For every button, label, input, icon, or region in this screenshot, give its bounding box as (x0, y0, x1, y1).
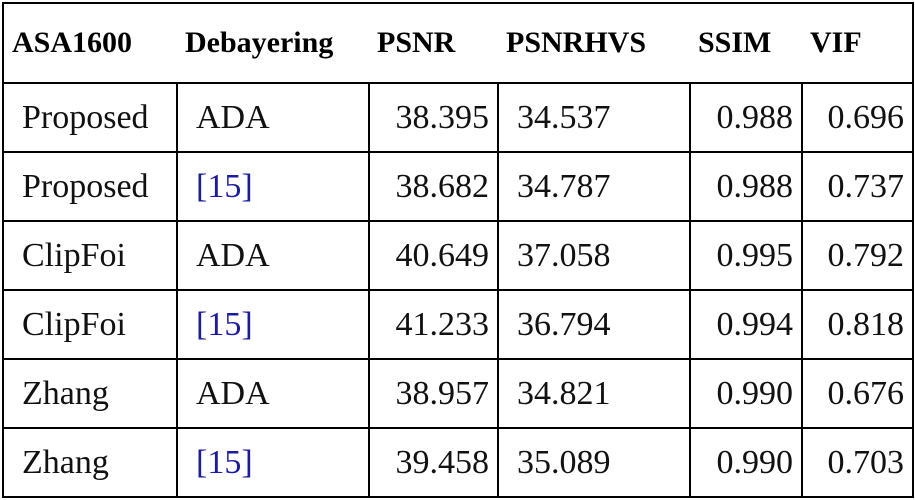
table-cell: 35.089 (497, 427, 691, 498)
table-cell: Proposed (2, 82, 178, 153)
debayering-cell: [15] (176, 151, 370, 222)
table-row: Proposed [15] 38.682 34.787 0.988 0.737 (2, 151, 914, 222)
table-cell: 41.233 (368, 289, 499, 360)
header-cell: PSNRHVS (498, 3, 690, 84)
table-cell: 0.818 (801, 289, 914, 360)
table-cell: 38.395 (368, 82, 499, 153)
table-cell: 38.957 (368, 358, 499, 429)
table-cell: 0.990 (689, 358, 803, 429)
citation-link: [15] (196, 305, 253, 343)
header-row: ASA1600 Debayering PSNR PSNRHVS SSIM VIF (3, 3, 913, 84)
table-row: ClipFoi [15] 41.233 36.794 0.994 0.818 (2, 289, 914, 360)
table-cell: Proposed (2, 151, 178, 222)
header-cell: PSNR (369, 3, 498, 84)
table-cell: 0.988 (689, 151, 803, 222)
header-cell: VIF (802, 3, 913, 84)
header-cell: Debayering (177, 3, 369, 84)
table-cell: 0.994 (689, 289, 803, 360)
header-cell: ASA1600 (3, 3, 177, 84)
table-cell: 34.821 (497, 358, 691, 429)
table-cell: 0.703 (801, 427, 914, 498)
table-cell: 0.995 (689, 220, 803, 291)
table-cell: ClipFoi (2, 289, 178, 360)
debayering-cell: [15] (176, 289, 370, 360)
table-cell: ClipFoi (2, 220, 178, 291)
table-cell: 0.676 (801, 358, 914, 429)
table-body: Proposed ADA 38.395 34.537 0.988 0.696 Propose… (2, 82, 914, 498)
table-cell: 37.058 (497, 220, 691, 291)
table-cell: 0.990 (689, 427, 803, 498)
table-cell: 0.737 (801, 151, 914, 222)
debayering-cell: ADA (176, 220, 370, 291)
debayering-cell: ADA (176, 358, 370, 429)
table-cell: Zhang (2, 358, 178, 429)
citation-link: [15] (196, 443, 253, 481)
citation-link: [15] (196, 167, 253, 205)
table-cell: 39.458 (368, 427, 499, 498)
table-cell: 36.794 (497, 289, 691, 360)
table-row: Zhang [15] 39.458 35.089 0.990 0.703 (2, 427, 914, 498)
table-row: ClipFoi ADA 40.649 37.058 0.995 0.792 (2, 220, 914, 291)
table-cell: 38.682 (368, 151, 499, 222)
table-cell: 0.988 (689, 82, 803, 153)
table-cell: 40.649 (368, 220, 499, 291)
debayering-cell: ADA (176, 82, 370, 153)
table-cell: 34.537 (497, 82, 691, 153)
table-cell: 34.787 (497, 151, 691, 222)
table-cell: 0.792 (801, 220, 914, 291)
table-row: Proposed ADA 38.395 34.537 0.988 0.696 (2, 82, 914, 153)
table-cell: Zhang (2, 427, 178, 498)
debayering-cell: [15] (176, 427, 370, 498)
header-cell: SSIM (690, 3, 802, 84)
table-cell: 0.696 (801, 82, 914, 153)
table-row: Zhang ADA 38.957 34.821 0.990 0.676 (2, 358, 914, 429)
